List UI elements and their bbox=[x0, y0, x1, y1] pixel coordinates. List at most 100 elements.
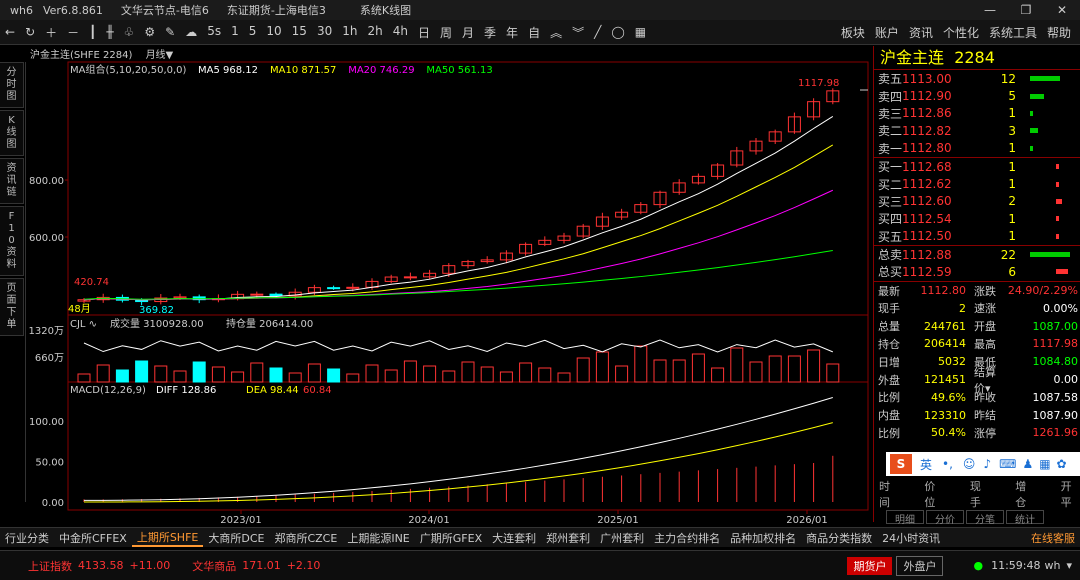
online-service-button[interactable]: 在线客服 bbox=[1031, 531, 1075, 545]
ime-lang[interactable]: 英 bbox=[920, 457, 933, 472]
exchange-tab[interactable]: 上期所SHFE bbox=[131, 529, 204, 547]
book-row[interactable]: 卖一 1112.80 1 bbox=[874, 140, 1080, 157]
bar-type-icon[interactable]: ╫ bbox=[106, 25, 114, 39]
close-icon[interactable]: ✕ bbox=[1056, 3, 1068, 17]
exchange-tab[interactable]: 广州套利 bbox=[600, 531, 645, 545]
menu-item[interactable]: 板块 bbox=[840, 26, 865, 40]
draw-icon[interactable]: ✎ bbox=[165, 25, 176, 39]
period-button[interactable]: 10 bbox=[266, 23, 282, 38]
period-button[interactable]: 1h bbox=[342, 23, 358, 38]
side-tab[interactable]: 页面下单 bbox=[0, 278, 24, 336]
menu-item[interactable]: 账户 bbox=[874, 26, 899, 40]
exchange-tab[interactable]: 中金所CFFEX bbox=[59, 531, 127, 545]
period-button[interactable]: 季 bbox=[484, 25, 497, 40]
candle-body bbox=[595, 216, 609, 227]
side-tab[interactable]: 资讯链 bbox=[0, 158, 24, 204]
book-row[interactable]: 总买 1112.59 6 bbox=[874, 263, 1080, 280]
book-row[interactable]: 卖五 1113.00 12 bbox=[874, 70, 1080, 87]
candle-type-icon[interactable]: ┃ bbox=[89, 25, 97, 39]
menu-item[interactable]: 帮助 bbox=[1046, 26, 1071, 40]
futures-account-button[interactable]: 期货户 bbox=[847, 556, 893, 575]
circle-tool-icon[interactable]: ◯ bbox=[611, 25, 625, 39]
contract-name[interactable]: 沪金主连(SHFE 2284) bbox=[30, 50, 133, 61]
menu-item[interactable]: 资讯 bbox=[908, 26, 933, 40]
detail-tab[interactable]: 统计 bbox=[1006, 510, 1044, 526]
detail-tab[interactable]: 分笔 bbox=[966, 510, 1004, 526]
menu-item[interactable]: 系统工具 bbox=[988, 26, 1037, 40]
mic-icon[interactable]: ♪ bbox=[983, 457, 992, 471]
volume-bar bbox=[461, 361, 475, 383]
period-button[interactable]: 5 bbox=[248, 23, 257, 38]
maximize-icon[interactable]: ❐ bbox=[1020, 3, 1032, 17]
book-row[interactable]: 总卖 1112.88 22 bbox=[874, 246, 1080, 263]
exchange-tab[interactable]: 主力合约排名 bbox=[654, 531, 721, 545]
zoom-in-icon[interactable]: ＋ bbox=[45, 25, 58, 40]
period-button[interactable]: 年 bbox=[506, 25, 519, 40]
book-row[interactable]: 买五 1112.50 1 bbox=[874, 228, 1080, 245]
period-button[interactable]: 月 bbox=[462, 25, 475, 40]
exchange-tab[interactable]: 上期能源INE bbox=[347, 531, 410, 545]
book-row[interactable]: 买二 1112.62 1 bbox=[874, 175, 1080, 192]
line-tool-icon[interactable]: ╱ bbox=[594, 25, 602, 39]
emoji-icon[interactable]: ☺ bbox=[962, 457, 976, 471]
period-button[interactable]: 30 bbox=[316, 23, 333, 38]
menu-item[interactable]: 个性化 bbox=[942, 26, 979, 40]
detail-tab[interactable]: 分价 bbox=[926, 510, 964, 526]
exchange-tab[interactable]: 行业分类 bbox=[5, 531, 49, 545]
kline-chart[interactable]: 800.00 600.00 MA组合(5,10,20,50,0,0) MA5 968.… bbox=[26, 60, 873, 527]
index2-name[interactable]: 文华商品 bbox=[192, 559, 237, 573]
period-button[interactable]: 4h bbox=[392, 23, 408, 38]
grid-tool-icon[interactable]: ▦ bbox=[634, 25, 647, 39]
exchange-tab[interactable]: 品种加权排名 bbox=[730, 531, 797, 545]
book-row[interactable]: 买三 1112.60 2 bbox=[874, 193, 1080, 210]
book-row[interactable]: 卖四 1112.90 5 bbox=[874, 87, 1080, 104]
detail-tab[interactable]: 明细 bbox=[886, 510, 924, 526]
expand-up-icon[interactable]: ︽ bbox=[550, 25, 563, 40]
back-icon[interactable]: ← bbox=[5, 25, 16, 39]
exchange-tab[interactable]: 广期所GFEX bbox=[419, 531, 483, 545]
book-row[interactable]: 买四 1112.54 1 bbox=[874, 210, 1080, 227]
exchange-tab[interactable]: 大商所DCE bbox=[208, 531, 265, 545]
period-button[interactable]: 5s bbox=[207, 23, 222, 38]
period-select[interactable]: 月线▼ bbox=[145, 50, 174, 61]
punct-icon[interactable]: •, bbox=[942, 457, 953, 471]
exchange-tab[interactable]: 郑州套利 bbox=[546, 531, 591, 545]
book-row[interactable]: 卖二 1112.82 3 bbox=[874, 122, 1080, 139]
foreign-account-button[interactable]: 外盘户 bbox=[896, 555, 944, 576]
period-button[interactable]: 1 bbox=[231, 23, 239, 38]
period-button[interactable]: 日 bbox=[417, 25, 430, 40]
cloud-icon[interactable]: ☁ bbox=[185, 25, 198, 39]
exchange-tab[interactable]: 24小时资讯 bbox=[882, 531, 941, 545]
apps-icon[interactable]: ▦ bbox=[1039, 457, 1051, 471]
zoom-out-icon[interactable]: － bbox=[67, 25, 80, 40]
refresh-icon[interactable]: ↻ bbox=[25, 25, 36, 39]
volume-bar bbox=[154, 365, 168, 383]
candle-body bbox=[135, 299, 149, 303]
ime-logo-icon[interactable]: S bbox=[890, 454, 912, 474]
candle-body bbox=[538, 239, 552, 245]
ime-toolbar[interactable]: S 英 •, ☺ ♪ ⌨ ♟ ▦ ✿ bbox=[886, 452, 1080, 476]
book-row[interactable]: 买一 1112.68 1 bbox=[874, 158, 1080, 175]
period-button[interactable]: 自 bbox=[528, 25, 541, 40]
book-price: 1112.82 bbox=[902, 123, 952, 138]
exchange-tab[interactable]: 郑商所CZCE bbox=[274, 531, 338, 545]
period-button[interactable]: 周 bbox=[440, 25, 453, 40]
exchange-tab[interactable]: 大连套利 bbox=[492, 531, 537, 545]
index1-name[interactable]: 上证指数 bbox=[28, 559, 72, 573]
candle-body bbox=[307, 287, 321, 293]
skin-icon[interactable]: ♟ bbox=[1022, 457, 1034, 471]
keyboard-icon[interactable]: ⌨ bbox=[999, 457, 1017, 471]
indicator-icon[interactable]: ♧ bbox=[123, 25, 135, 39]
side-tab[interactable]: 分时图 bbox=[0, 62, 24, 108]
more-icon[interactable]: ▾ bbox=[1066, 559, 1072, 572]
expand-down-icon[interactable]: ︾ bbox=[572, 25, 585, 40]
tools-icon[interactable]: ⚙ bbox=[144, 25, 156, 39]
tools-icon[interactable]: ✿ bbox=[1056, 457, 1067, 471]
exchange-tab[interactable]: 商品分类指数 bbox=[806, 531, 873, 545]
period-button[interactable]: 15 bbox=[291, 23, 307, 38]
book-row[interactable]: 卖三 1112.86 1 bbox=[874, 105, 1080, 122]
period-button[interactable]: 2h bbox=[367, 23, 383, 38]
minimize-icon[interactable]: — bbox=[984, 3, 996, 17]
